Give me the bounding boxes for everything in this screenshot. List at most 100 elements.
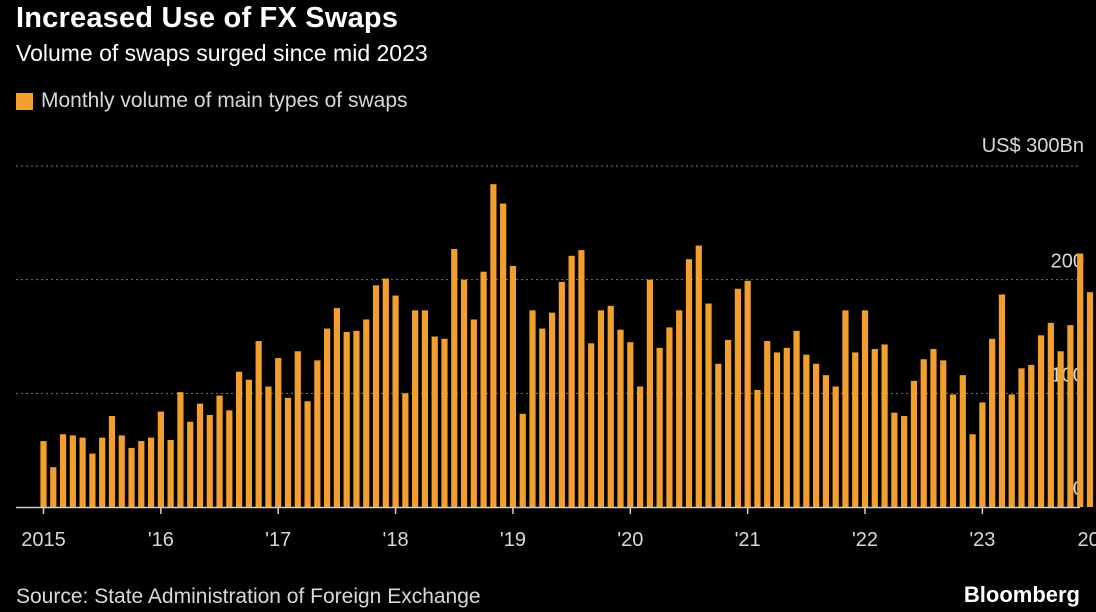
bar — [715, 363, 722, 507]
bar — [783, 347, 790, 507]
bar — [363, 319, 370, 507]
bar — [372, 285, 380, 507]
legend-label: Monthly volume of main types of swaps — [41, 89, 408, 112]
bar — [255, 341, 262, 507]
bar — [304, 401, 311, 507]
bar — [842, 310, 849, 507]
bar — [50, 467, 57, 507]
x-tick-label: 2015 — [21, 529, 66, 551]
bar — [920, 359, 927, 507]
bar — [1067, 325, 1074, 507]
chart-title: Increased Use of FX Swaps — [16, 2, 399, 34]
bar — [128, 447, 135, 507]
bar — [1047, 322, 1054, 507]
bar — [265, 386, 272, 507]
bar — [343, 331, 350, 507]
bar — [206, 414, 213, 507]
bar — [666, 327, 673, 507]
bloomberg-logo: Bloomberg — [963, 582, 1080, 607]
bar — [1086, 292, 1094, 507]
bar — [676, 310, 683, 507]
legend: Monthly volume of main types of swaps — [16, 89, 408, 113]
bar — [901, 416, 908, 507]
bar — [529, 310, 536, 507]
x-tick-label: '21 — [735, 529, 761, 551]
bar — [480, 271, 487, 507]
bar — [1018, 368, 1025, 507]
bar — [793, 330, 800, 507]
bar — [822, 375, 829, 507]
bar — [1057, 351, 1064, 507]
x-tick-label: '23 — [969, 529, 995, 551]
source-note: Source: State Administration of Foreign … — [16, 585, 481, 608]
bar — [597, 310, 605, 507]
bar — [187, 421, 194, 507]
bar — [157, 411, 164, 507]
bar — [236, 371, 243, 507]
bar — [813, 363, 820, 507]
bar — [99, 437, 106, 507]
bar — [627, 342, 634, 507]
bar — [177, 392, 184, 507]
bar — [333, 308, 340, 507]
bar — [509, 266, 517, 507]
bar — [754, 389, 761, 507]
bar — [1077, 253, 1084, 507]
bar — [930, 349, 937, 507]
bar — [725, 339, 732, 507]
bar — [431, 336, 438, 507]
bar — [607, 305, 614, 507]
x-tick-label: '22 — [852, 529, 878, 551]
bar — [324, 328, 331, 507]
x-tick-label: '20 — [617, 529, 643, 551]
bar — [979, 402, 986, 507]
bar — [441, 338, 448, 507]
bar — [460, 279, 468, 507]
legend-swatch — [16, 92, 33, 110]
bar — [421, 310, 429, 507]
bar — [79, 437, 86, 507]
bar — [695, 245, 702, 508]
bar — [392, 295, 399, 507]
bar — [1028, 364, 1035, 507]
chart-subtitle: Volume of swaps surged since mid 2023 — [16, 40, 428, 66]
bar — [744, 280, 751, 507]
bar — [705, 303, 712, 507]
bar — [910, 380, 918, 507]
bar — [167, 439, 174, 507]
bar — [852, 352, 859, 507]
bar — [294, 351, 301, 507]
bar — [59, 434, 67, 507]
bar — [451, 248, 458, 507]
bar — [89, 453, 96, 507]
bar — [636, 386, 644, 507]
y-tick-label-200: 200 — [1051, 251, 1084, 273]
bar — [147, 437, 155, 507]
bar — [617, 329, 624, 507]
bar — [734, 288, 741, 507]
bar — [412, 310, 419, 507]
bar — [969, 434, 976, 507]
bar — [656, 347, 663, 507]
bar — [891, 412, 898, 507]
bar — [949, 394, 957, 507]
bar — [871, 349, 878, 507]
bar — [989, 338, 996, 507]
bar — [284, 397, 292, 507]
bar — [959, 375, 966, 507]
bar — [470, 319, 477, 507]
bar — [1008, 394, 1015, 507]
bar — [40, 441, 47, 507]
bar — [578, 250, 585, 507]
bar — [275, 358, 282, 507]
bar — [196, 403, 204, 507]
bar — [548, 312, 556, 507]
bar — [568, 255, 575, 507]
bar — [226, 410, 233, 507]
bar — [685, 259, 693, 507]
bar — [588, 343, 595, 507]
bar — [500, 203, 507, 507]
bar — [998, 294, 1006, 507]
bar — [646, 279, 653, 507]
